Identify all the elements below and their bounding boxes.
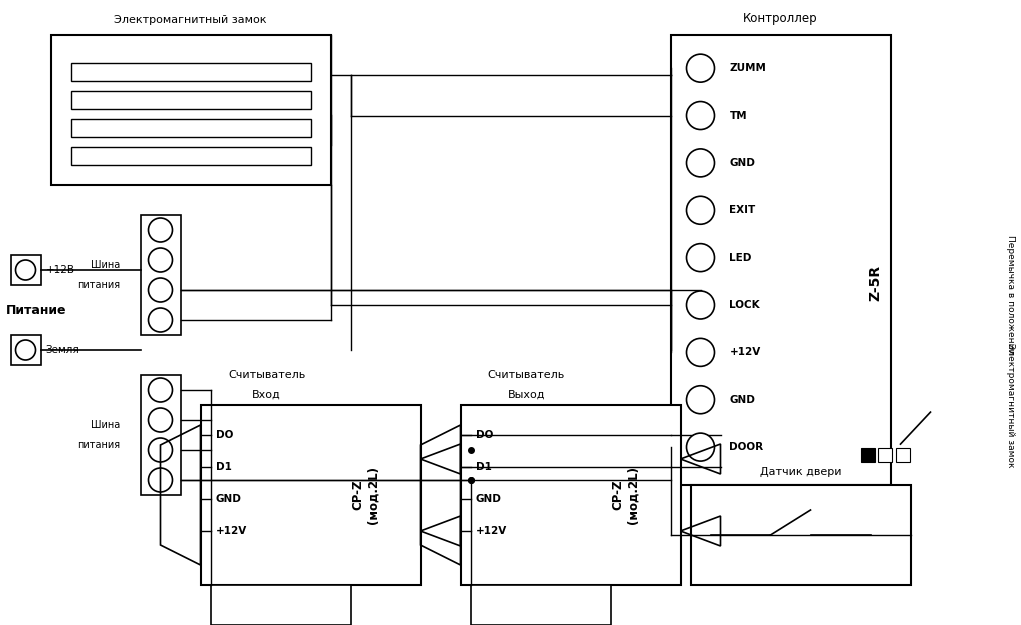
Bar (210, 585, 350, 625)
Text: LOCK: LOCK (729, 300, 760, 310)
Circle shape (148, 438, 173, 462)
Text: GND: GND (476, 494, 501, 504)
Text: D1: D1 (215, 462, 232, 472)
Bar (460, 405, 681, 585)
Text: D1: D1 (476, 462, 491, 472)
Text: LED: LED (729, 253, 751, 262)
Text: +12V: +12V (729, 348, 761, 358)
Text: Перемычка в положении: Перемычка в положении (1006, 235, 1015, 355)
Text: EXIT: EXIT (729, 205, 756, 215)
Text: DO: DO (476, 430, 493, 440)
Text: Датчик двери: Датчик двери (760, 467, 841, 477)
Text: Выход: Выход (507, 390, 545, 400)
Text: Земля: Земля (46, 345, 80, 355)
Circle shape (15, 340, 36, 360)
Text: ZUMM: ZUMM (729, 63, 767, 73)
Circle shape (686, 196, 715, 224)
Text: питания: питания (78, 280, 120, 290)
Bar (70, 119, 310, 137)
Text: Шина: Шина (91, 420, 120, 430)
Bar (50, 35, 331, 185)
Text: Контроллер: Контроллер (743, 12, 818, 25)
Bar (141, 215, 181, 335)
Circle shape (15, 260, 36, 280)
Bar (10, 255, 41, 285)
Text: TM: TM (729, 111, 747, 121)
Circle shape (148, 278, 173, 302)
Text: Питание: Питание (5, 304, 66, 316)
Bar (690, 485, 911, 585)
Text: GND: GND (729, 158, 756, 168)
Circle shape (686, 244, 715, 272)
Circle shape (686, 338, 715, 366)
Text: Считыватель: Считыватель (488, 370, 566, 380)
Circle shape (686, 54, 715, 82)
Circle shape (148, 468, 173, 492)
Bar (896, 448, 911, 462)
Text: DO: DO (215, 430, 233, 440)
Text: Электромагнитный замок: Электромагнитный замок (1006, 342, 1015, 468)
Text: DOOR: DOOR (729, 442, 764, 452)
Circle shape (148, 248, 173, 272)
Circle shape (148, 218, 173, 242)
Text: Вход: Вход (252, 390, 281, 400)
Text: питания: питания (78, 440, 120, 450)
Bar (70, 91, 310, 109)
Bar (10, 335, 41, 365)
Text: CP-Z
(мод.2L): CP-Z (мод.2L) (351, 466, 380, 524)
Bar (671, 35, 890, 485)
Text: +12V: +12V (215, 526, 247, 536)
Circle shape (686, 433, 715, 461)
Text: GND: GND (729, 395, 756, 405)
Circle shape (686, 386, 715, 414)
Text: GND: GND (215, 494, 241, 504)
Bar (861, 448, 875, 462)
Circle shape (148, 308, 173, 332)
Bar (878, 448, 892, 462)
Circle shape (148, 408, 173, 432)
Bar (70, 147, 310, 165)
Text: Электромагнитный замок: Электромагнитный замок (114, 15, 266, 25)
Bar (200, 405, 421, 585)
Text: CP-Z
(мод.2L): CP-Z (мод.2L) (612, 466, 639, 524)
Text: Считыватель: Считыватель (228, 370, 305, 380)
Text: Z-5R: Z-5R (869, 264, 882, 301)
Circle shape (686, 291, 715, 319)
Circle shape (686, 149, 715, 177)
Text: Шина: Шина (91, 260, 120, 270)
Circle shape (148, 378, 173, 402)
Circle shape (686, 101, 715, 129)
Bar (141, 375, 181, 495)
Text: +12V: +12V (476, 526, 506, 536)
Bar (70, 63, 310, 81)
Bar (471, 585, 611, 625)
Text: +12В: +12В (46, 265, 75, 275)
